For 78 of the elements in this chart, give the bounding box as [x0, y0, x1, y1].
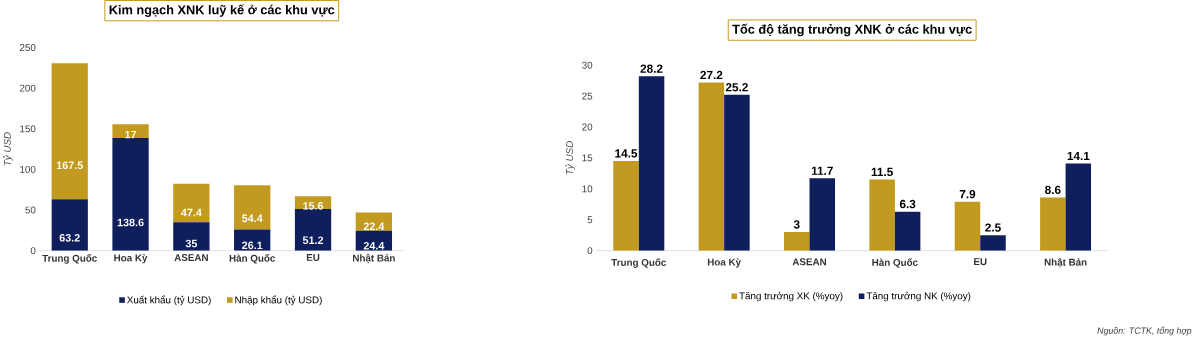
data-label: 51.2	[302, 236, 324, 245]
legend-label: Nhập khẩu (tỷ USD)	[235, 295, 322, 306]
bar	[894, 211, 921, 251]
bar	[638, 76, 665, 251]
x-tick-label: Hàn Quốc	[872, 258, 918, 268]
bar	[173, 183, 210, 223]
bar	[809, 178, 836, 251]
data-label: 14.1	[1067, 151, 1090, 161]
x-tick-label: Trung Quốc	[611, 258, 667, 268]
x-tick-label: Trung Quốc	[42, 254, 97, 264]
y-tick-label: 10	[582, 185, 593, 193]
data-label: 25.2	[725, 83, 748, 92]
data-label: 15.6	[303, 202, 324, 210]
y-tick-label: 200	[19, 84, 36, 92]
y-axis-title: Tỷ USD	[565, 141, 575, 175]
data-label: 8.6	[1045, 185, 1061, 195]
bar	[724, 94, 750, 251]
x-tick-label: Hoa Kỳ	[707, 258, 741, 268]
data-label: 27.2	[700, 70, 723, 80]
chart-title: Tốc độ tăng trưởng XNK ở các khu vực	[732, 23, 972, 37]
bar	[954, 201, 981, 251]
bar	[294, 209, 332, 251]
y-tick-label: 15	[582, 154, 593, 162]
bar	[51, 63, 88, 200]
bar	[980, 235, 1006, 251]
data-label: 11.5	[871, 167, 893, 177]
y-tick-label: 20	[582, 123, 593, 131]
bar	[234, 185, 271, 230]
y-tick-label: 0	[587, 247, 593, 255]
y-tick-label: 0	[30, 247, 36, 255]
data-label: 35	[185, 239, 198, 248]
y-tick-label: 50	[25, 206, 36, 214]
bar	[613, 161, 639, 251]
bar	[173, 222, 210, 251]
chart-title: Kim ngạch XNK luỹ kế ở các khu vực	[109, 4, 335, 17]
data-label: 3	[793, 220, 800, 229]
y-tick-label: 100	[20, 165, 36, 173]
data-label: 6.3	[899, 199, 916, 209]
x-tick-label: Hoa Kỳ	[114, 254, 148, 264]
x-tick-label: Nhật Bản	[1044, 258, 1087, 268]
y-tick-label: 250	[19, 44, 36, 52]
data-label: 11.7	[811, 166, 833, 175]
data-label: 17	[125, 130, 137, 139]
x-tick-label: Nhật Bản	[353, 254, 395, 264]
data-label: 54.4	[242, 214, 263, 223]
data-label: 138.6	[117, 218, 144, 227]
bar	[698, 82, 725, 251]
legend-label: Tăng trưởng NK (%yoy)	[866, 291, 971, 302]
bar	[869, 179, 895, 251]
text: Nguồn: TCTK, tổng hợp	[1097, 326, 1192, 336]
data-label: 14.5	[615, 149, 638, 158]
data-label: 26.1	[242, 241, 263, 250]
data-label: 24.4	[363, 241, 385, 250]
x-tick-label: Hàn Quốc	[229, 254, 276, 264]
y-tick-label: 30	[582, 61, 593, 69]
y-tick-label: 5	[587, 216, 593, 224]
data-label: 2.5	[985, 223, 1001, 232]
x-tick-label: EU	[974, 258, 987, 266]
data-label: 63.2	[59, 234, 80, 242]
y-tick-label: 150	[20, 125, 36, 133]
data-label: 22.4	[363, 222, 385, 231]
data-label: 7.9	[959, 190, 976, 199]
data-label: 167.5	[56, 161, 83, 170]
bar	[51, 199, 88, 251]
y-axis-title: Tỷ USD	[3, 132, 13, 166]
bar	[784, 232, 810, 251]
bar	[112, 138, 149, 251]
legend-label: Xuất khẩu (tỷ USD)	[127, 295, 211, 306]
bar	[1040, 197, 1066, 251]
data-label: 28.2	[640, 64, 663, 73]
data-label: 47.4	[181, 208, 202, 217]
x-tick-label: ASEAN	[174, 254, 208, 262]
legend-label: Tăng trưởng XK (%yoy)	[739, 291, 843, 302]
y-tick-label: 25	[582, 92, 593, 100]
bar	[112, 124, 149, 139]
x-tick-label: EU	[306, 254, 320, 261]
x-tick-label: ASEAN	[792, 258, 827, 266]
bar	[1065, 163, 1092, 251]
